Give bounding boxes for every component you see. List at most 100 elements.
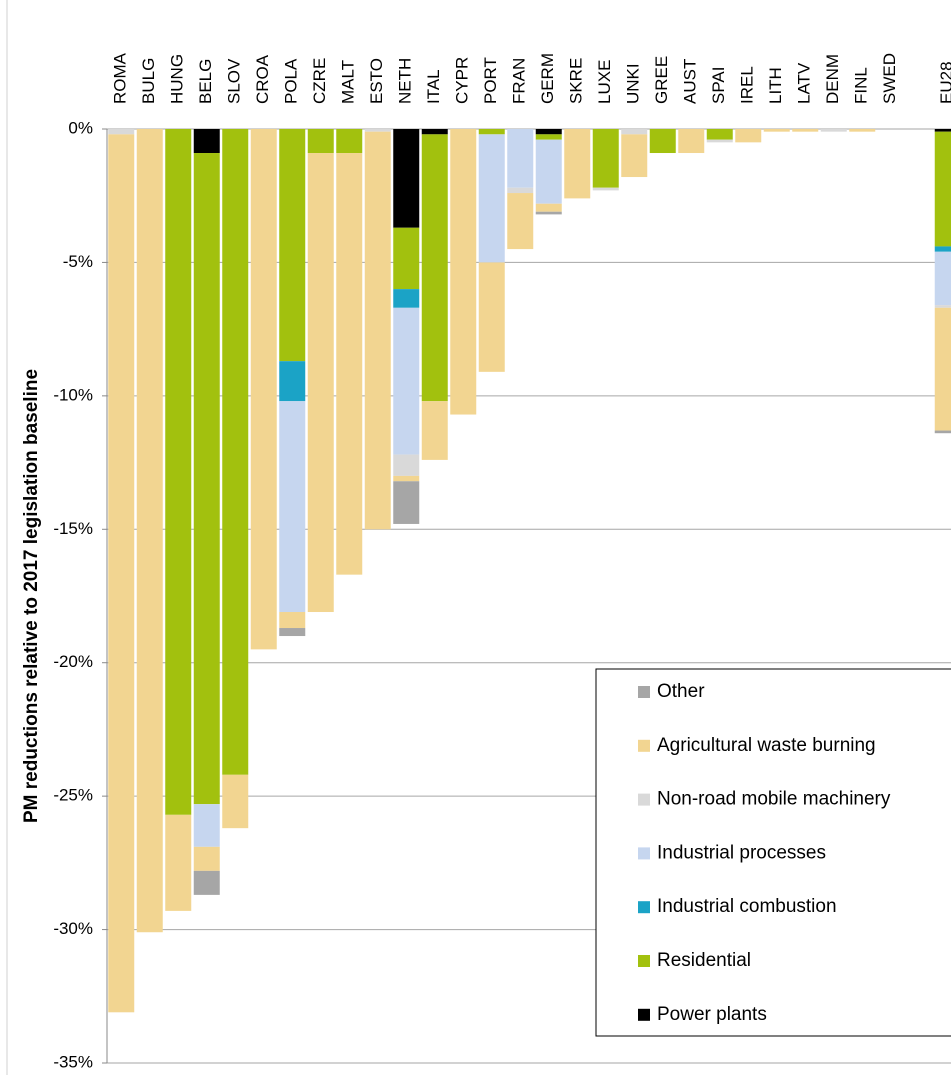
bar-segment xyxy=(193,870,220,895)
bar-segment xyxy=(250,129,277,650)
bar-segment xyxy=(393,289,420,308)
bar-segment xyxy=(592,187,619,191)
bar-segment xyxy=(421,129,448,135)
bar-segment xyxy=(621,134,648,178)
bar-segment xyxy=(193,129,220,154)
bar-segment xyxy=(336,129,363,154)
bar-segment xyxy=(450,129,477,415)
bar-segment xyxy=(849,129,876,132)
x-tick-label: ESTO xyxy=(367,58,386,104)
x-tick-label: PORT xyxy=(481,57,500,104)
bar-segment xyxy=(108,129,135,135)
bar-segment xyxy=(535,129,562,135)
legend-label: Power plants xyxy=(657,1004,767,1025)
bar-segment xyxy=(934,430,951,434)
bar-segment xyxy=(136,129,163,933)
bar-segment xyxy=(307,129,334,154)
x-tick-label: CYPR xyxy=(453,57,472,104)
bar-segment xyxy=(193,804,220,847)
x-tick-label: CZRE xyxy=(310,58,329,104)
x-tick-label: LATV xyxy=(795,62,814,104)
y-tick-label: -5% xyxy=(63,252,93,271)
bar-segment xyxy=(393,454,420,476)
y-tick-label: -20% xyxy=(53,652,93,671)
legend-label: Agricultural waste burning xyxy=(657,735,876,756)
legend-swatch xyxy=(638,955,650,967)
bar-segment xyxy=(678,129,705,154)
bar-segment xyxy=(193,846,220,871)
x-tick-label: MALT xyxy=(339,60,358,104)
y-tick-label: 0% xyxy=(68,118,93,137)
bar-segment xyxy=(706,139,733,143)
bar-segment xyxy=(478,134,505,263)
bar-segment xyxy=(507,129,534,188)
legend-swatch xyxy=(638,686,650,698)
bar-segment xyxy=(535,139,562,204)
bar-segment xyxy=(279,401,306,613)
bar-segment xyxy=(279,129,306,362)
x-tick-label: GREE xyxy=(652,56,671,104)
legend-label: Industrial processes xyxy=(657,842,826,863)
x-tick-label: FRAN xyxy=(510,58,529,104)
x-tick-label: NETH xyxy=(396,58,415,104)
y-tick-label: -10% xyxy=(53,385,93,404)
bar-segment xyxy=(336,153,363,575)
legend-swatch xyxy=(638,793,650,806)
legend-swatch xyxy=(638,901,650,914)
bar-segment xyxy=(222,774,249,829)
bar-segment xyxy=(393,307,420,455)
x-tick-label: EU28 xyxy=(937,61,951,104)
y-tick-label: -15% xyxy=(53,519,93,538)
bar-segment xyxy=(934,131,951,247)
y-tick-label: -30% xyxy=(53,919,93,938)
bar-segment xyxy=(421,401,448,460)
bar-segment xyxy=(478,262,505,372)
bar-segment xyxy=(364,131,391,530)
x-tick-label: SPAI xyxy=(709,67,728,104)
x-tick-label: ROMA xyxy=(111,52,130,104)
bar-segment xyxy=(393,227,420,290)
bar-segment xyxy=(165,814,192,911)
bar-segment xyxy=(934,307,951,431)
bar-segment xyxy=(279,361,306,402)
bar-segment xyxy=(393,129,420,228)
x-tick-label: FINL xyxy=(852,67,871,104)
x-tick-label: BULG xyxy=(139,58,158,104)
bar-segment xyxy=(393,475,420,482)
bar-segment xyxy=(535,134,562,140)
bar-segment xyxy=(108,134,135,1013)
bar-segment xyxy=(507,193,534,250)
bar-segment xyxy=(279,628,306,637)
x-tick-label: AUST xyxy=(681,59,700,104)
x-tick-label: DENM xyxy=(823,54,842,104)
bar-segment xyxy=(165,129,192,815)
bar-segment xyxy=(934,251,951,306)
x-tick-label: SWED xyxy=(880,53,899,104)
x-tick-label: HUNG xyxy=(168,54,187,104)
y-axis-label: PM reductions relative to 2017 legislati… xyxy=(21,369,42,823)
legend-swatch xyxy=(638,847,650,860)
x-tick-label: LITH xyxy=(766,67,785,104)
bar-segment xyxy=(934,129,951,132)
bar-segment xyxy=(279,612,306,629)
x-tick-label: POLA xyxy=(282,58,301,104)
bar-segment xyxy=(792,129,819,132)
bar-segment xyxy=(507,187,534,194)
legend-label: Other xyxy=(657,681,705,702)
legend-label: Non-road mobile machinery xyxy=(657,789,891,810)
legend-swatch xyxy=(638,1008,650,1021)
bar-segment xyxy=(364,129,391,132)
bar-segment xyxy=(564,129,591,199)
bar-segment xyxy=(307,153,334,613)
y-tick-label: -35% xyxy=(53,1052,93,1071)
bar-segment xyxy=(222,129,249,775)
bar-segment xyxy=(535,203,562,212)
bar-segment xyxy=(621,129,648,135)
x-tick-label: CROA xyxy=(253,54,272,104)
bar-segment xyxy=(763,129,790,132)
bar-segment xyxy=(393,481,420,524)
bar-segment xyxy=(193,153,220,805)
x-tick-label: SLOV xyxy=(225,58,244,104)
x-tick-label: ITAL xyxy=(424,69,443,104)
